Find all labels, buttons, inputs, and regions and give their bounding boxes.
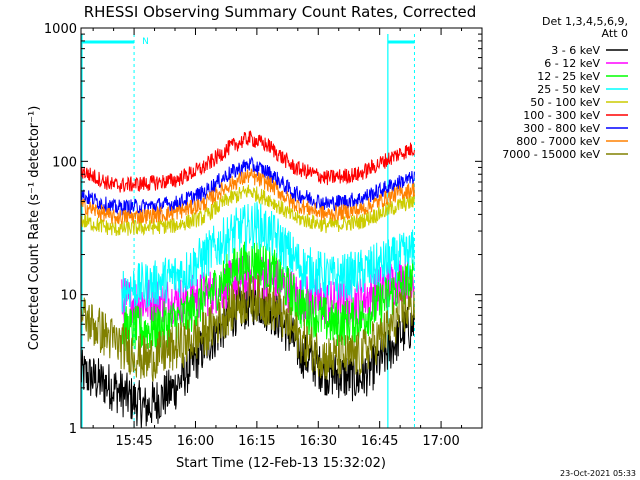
chart-title: RHESSI Observing Summary Count Rates, Co… bbox=[84, 3, 477, 21]
y-axis-label: Corrected Count Rate (s⁻¹ detector⁻¹) bbox=[27, 106, 42, 351]
legend-label: 12 - 25 keV bbox=[537, 70, 600, 83]
legend-label: 6 - 12 keV bbox=[544, 57, 600, 70]
x-tick-label: 16:15 bbox=[238, 434, 275, 449]
timestamp: 23-Oct-2021 05:33 bbox=[560, 469, 636, 478]
legend-label: 3 - 6 keV bbox=[551, 44, 600, 57]
series-line-3 bbox=[121, 201, 415, 314]
series-line-6 bbox=[81, 156, 415, 216]
series-line-5 bbox=[81, 130, 415, 193]
x-tick-label: 17:00 bbox=[422, 434, 459, 449]
x-tick-label: 15:45 bbox=[115, 434, 152, 449]
y-tick-label: 10 bbox=[60, 289, 77, 304]
y-tick-label: 1000 bbox=[44, 22, 77, 37]
series-lines bbox=[81, 130, 415, 428]
legend-header-line2: Att 0 bbox=[602, 27, 628, 40]
series-line-4 bbox=[81, 184, 415, 237]
legend-header-line1: Det 1,3,4,5,6,9, bbox=[542, 15, 628, 28]
legend-label: 7000 - 15000 keV bbox=[502, 148, 600, 161]
legend-label: 25 - 50 keV bbox=[537, 83, 600, 96]
legend-label: 50 - 100 keV bbox=[530, 96, 600, 109]
plot-area: N 15:45 16:00 16:15 16:30 16:45 17:00 1101001… bbox=[44, 22, 483, 449]
x-tick-label: 16:00 bbox=[177, 434, 214, 449]
plot-frame bbox=[80, 27, 483, 429]
x-axis-label: Start Time (12-Feb-13 15:32:02) bbox=[176, 456, 386, 471]
night-flag-label: N bbox=[142, 37, 149, 47]
series-line-7 bbox=[81, 167, 415, 225]
x-axis: 15:45 16:00 16:15 16:30 16:45 17:00 bbox=[92, 28, 463, 449]
legend-label: 100 - 300 keV bbox=[523, 109, 600, 122]
series-line-8 bbox=[81, 274, 415, 382]
legend-label: 800 - 7000 keV bbox=[516, 135, 600, 148]
y-tick-label: 1 bbox=[69, 422, 77, 437]
x-tick-label: 16:30 bbox=[300, 434, 337, 449]
x-tick-label: 16:45 bbox=[361, 434, 398, 449]
series-line-1 bbox=[121, 252, 415, 326]
y-axis: 1 10 100 1000 bbox=[44, 22, 482, 437]
y-tick-label: 100 bbox=[52, 155, 77, 170]
legend-label: 300 - 800 keV bbox=[523, 122, 600, 135]
